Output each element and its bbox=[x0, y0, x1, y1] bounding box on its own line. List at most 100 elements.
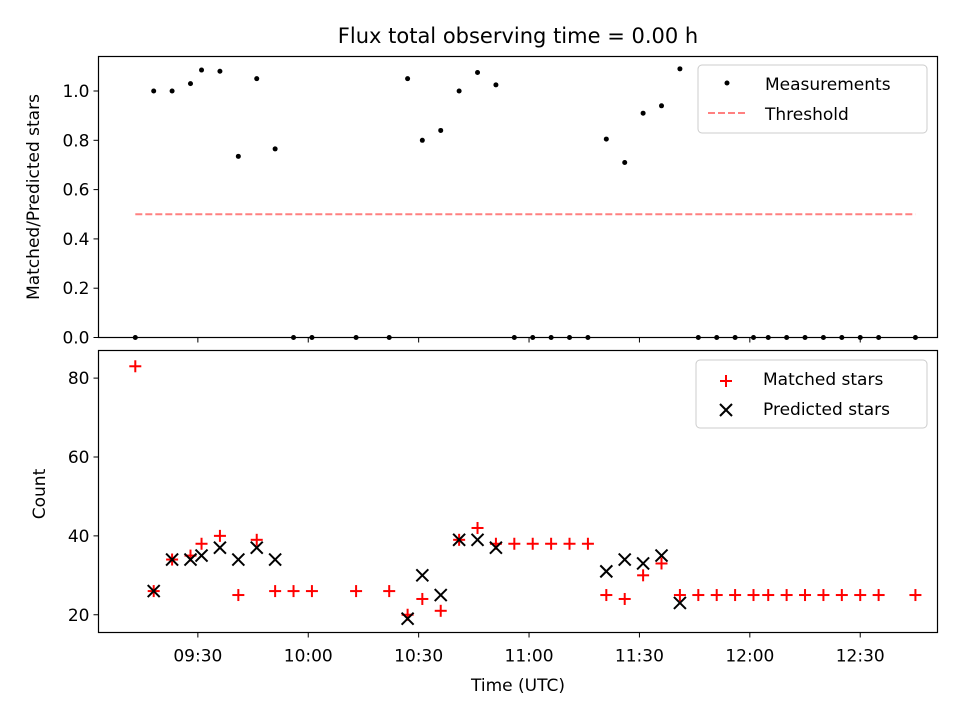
bottom-legend-box bbox=[695, 359, 928, 429]
bottom-y-tick-label: 20 bbox=[68, 606, 90, 626]
matched-star-point bbox=[416, 592, 429, 605]
measurement-point bbox=[169, 88, 175, 94]
legend-predicted-label: Predicted stars bbox=[763, 400, 890, 420]
predicted-star-point bbox=[165, 552, 179, 567]
measurement-point bbox=[659, 103, 665, 109]
predicted-star-point bbox=[434, 588, 448, 602]
matched-star-point bbox=[729, 589, 742, 602]
legend-measurements-label: Measurements bbox=[765, 75, 891, 95]
matched-star-point bbox=[835, 589, 848, 602]
legend-predicted-marker bbox=[719, 403, 733, 417]
matched-star-point bbox=[213, 529, 226, 542]
matched-star-point bbox=[250, 533, 263, 546]
matched-star-point bbox=[909, 589, 922, 602]
top-y-tick-label: 0.2 bbox=[62, 279, 89, 299]
matched-star-point bbox=[545, 537, 558, 550]
matched-star-point bbox=[305, 585, 318, 598]
top-y-tick-label: 0.0 bbox=[62, 329, 89, 349]
matched-star-point bbox=[637, 569, 650, 582]
measurement-point bbox=[456, 88, 462, 94]
predicted-star-point bbox=[599, 564, 614, 579]
top-plot-frame bbox=[97, 55, 939, 339]
measurement-point bbox=[677, 66, 683, 72]
legend-matched-marker bbox=[720, 375, 732, 387]
predicted-star-point bbox=[489, 540, 503, 555]
bottom-x-tick-label: 10:30 bbox=[394, 647, 443, 667]
measurement-point bbox=[603, 136, 609, 142]
top-y-ticks: 0.0 0.2 0.4 0.6 0.8 1.0 bbox=[62, 82, 99, 349]
predicted-star-point bbox=[673, 596, 687, 610]
measurement-point bbox=[151, 88, 157, 94]
matched-star-point bbox=[195, 537, 208, 550]
predicted-star-point bbox=[231, 552, 246, 567]
measurement-point bbox=[493, 82, 499, 88]
predicted-star-point bbox=[400, 611, 415, 626]
bottom-x-tick-label: 10:00 bbox=[284, 647, 333, 667]
bottom-legend: Matched stars Predicted stars bbox=[695, 359, 928, 429]
matched-star-point bbox=[350, 585, 363, 598]
matched-star-point bbox=[618, 592, 631, 605]
measurement-point bbox=[640, 110, 646, 116]
matched-star-point bbox=[581, 537, 594, 550]
predicted-star-point bbox=[268, 552, 282, 567]
bottom-y-tick-label: 40 bbox=[68, 527, 90, 547]
top-legend: Measurements Threshold bbox=[697, 64, 928, 134]
bottom-y-tick-label: 60 bbox=[68, 448, 90, 468]
predicted-star-point bbox=[470, 533, 485, 547]
matched-star-point bbox=[655, 557, 668, 570]
measurement-point bbox=[217, 68, 223, 74]
predicted-star-point bbox=[194, 548, 209, 563]
matched-star-point bbox=[673, 589, 686, 602]
bottom-y-tick-label: 80 bbox=[68, 369, 90, 389]
bottom-y-ticks: 20 40 60 80 bbox=[68, 369, 99, 626]
matched-star-point bbox=[817, 589, 830, 602]
measurement-point bbox=[235, 153, 241, 159]
matched-star-point bbox=[762, 589, 775, 602]
measurement-point bbox=[254, 76, 260, 82]
measurement-point bbox=[272, 146, 278, 152]
matched-star-point bbox=[232, 589, 245, 602]
legend-matched-label: Matched stars bbox=[763, 370, 883, 390]
matched-star-point bbox=[434, 604, 447, 617]
matched-star-point bbox=[269, 585, 282, 598]
matched-star-point bbox=[780, 589, 793, 602]
top-y-tick-label: 0.8 bbox=[62, 131, 89, 151]
predicted-star-point bbox=[146, 584, 161, 598]
bottom-x-tick-label: 11:00 bbox=[505, 647, 554, 667]
x-axis-label: Time (UTC) bbox=[470, 676, 565, 696]
measurement-point bbox=[405, 76, 411, 82]
matched-star-point bbox=[129, 360, 142, 373]
predicted-star-point bbox=[636, 556, 650, 571]
matched-star-point bbox=[854, 589, 867, 602]
bottom-x-tick-label: 09:30 bbox=[173, 647, 222, 667]
measurement-point bbox=[438, 127, 444, 133]
top-y-tick-label: 0.6 bbox=[62, 181, 89, 201]
top-legend-box bbox=[697, 64, 928, 134]
predicted-star-point bbox=[213, 540, 227, 555]
bottom-plot-frame bbox=[97, 349, 939, 634]
predicted-star-point bbox=[452, 533, 466, 547]
predicted-star-point bbox=[654, 548, 669, 563]
matched-star-point bbox=[600, 589, 613, 602]
matched-star-point bbox=[872, 589, 885, 602]
bottom-y-axis-label: Count bbox=[30, 468, 50, 519]
matched-star-point bbox=[563, 537, 576, 550]
top-panel: 0.0 0.2 0.4 0.6 0.8 1.0 Matched/Predicted sta… bbox=[24, 55, 939, 349]
bottom-x-ticks: 09:30 10:00 10:30 11:00 11:30 12:00 12:30 bbox=[173, 632, 885, 667]
bottom-x-tick-label: 11:30 bbox=[615, 647, 664, 667]
predicted-star-point bbox=[183, 552, 198, 567]
matched-star-point bbox=[508, 537, 521, 550]
matched-star-point bbox=[526, 537, 539, 550]
measurement-point bbox=[622, 159, 628, 165]
predicted-star-point bbox=[618, 552, 632, 567]
matched-star-point bbox=[471, 521, 484, 534]
predicted-star-point bbox=[250, 540, 264, 555]
measurement-point bbox=[187, 81, 193, 87]
bottom-x-tick-label: 12:00 bbox=[725, 647, 774, 667]
matched-star-point bbox=[383, 585, 396, 598]
matched-star-point bbox=[710, 589, 723, 602]
measurement-point bbox=[419, 137, 425, 143]
matched-star-point bbox=[692, 589, 705, 602]
chart-title: Flux total observing time = 0.00 h bbox=[338, 24, 698, 48]
